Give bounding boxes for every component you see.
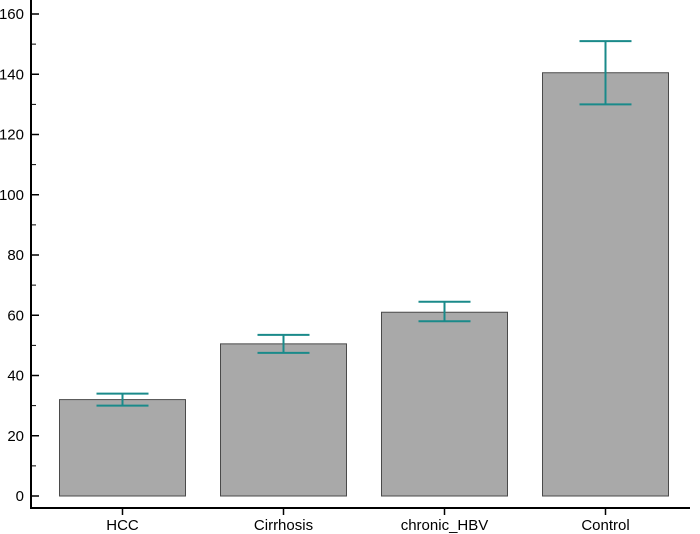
x-category-label: chronic_HBV (401, 517, 489, 534)
y-tick-label: 20 (7, 428, 24, 445)
x-category-label: Control (581, 517, 629, 534)
y-axis-ticks: 0 20 40 60 80 100 120 140 160 (0, 6, 39, 505)
y-tick-label: 100 (0, 187, 24, 204)
x-axis-ticks: HCC Cirrhosis chronic_HBV Control (106, 508, 630, 534)
y-tick-label: 160 (0, 6, 24, 23)
bar-hcc (59, 399, 186, 497)
error-bars-layer (96, 40, 632, 407)
x-category-label: Cirrhosis (254, 517, 313, 534)
bar-chronic-hbv (381, 311, 508, 497)
y-tick-label: 40 (7, 368, 24, 385)
x-category-label: HCC (106, 517, 139, 534)
y-tick-label: 60 (7, 307, 24, 324)
y-tick-label: 80 (7, 247, 24, 264)
bar-control (542, 72, 669, 497)
y-tick-label: 0 (16, 488, 24, 505)
bar-cirrhosis (220, 343, 347, 497)
bars-layer (59, 72, 669, 497)
y-tick-label: 120 (0, 127, 24, 144)
y-tick-label: 140 (0, 66, 24, 83)
